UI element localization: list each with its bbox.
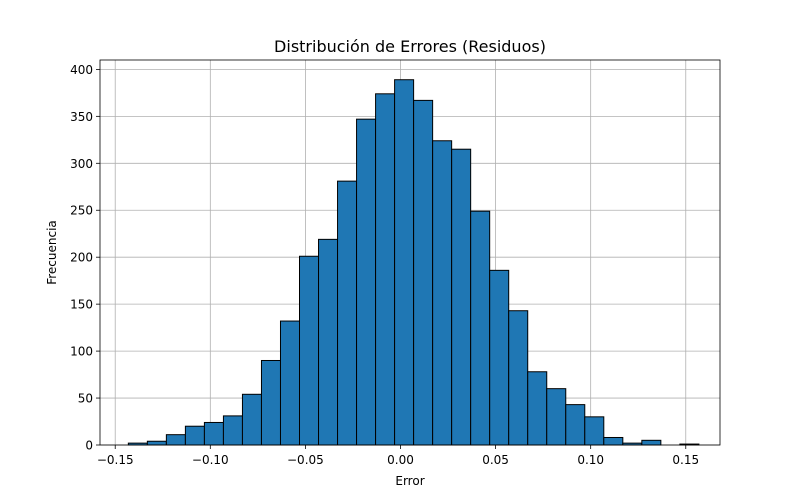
- y-axis-ticks: 0 50 100 150 200 250 300 350 400: [70, 63, 100, 453]
- histogram-bar: [184, 425, 205, 446]
- x-tick-label: −0.05: [287, 453, 324, 467]
- histogram-bar: [299, 255, 320, 446]
- chart-title: Distribución de Errores (Residuos): [274, 37, 546, 56]
- histogram-bar: [318, 238, 339, 446]
- y-tick-label: 400: [70, 63, 93, 77]
- y-axis-label: Frecuencia: [45, 220, 59, 285]
- y-tick-label: 350: [70, 110, 93, 124]
- y-tick-label: 0: [85, 439, 93, 453]
- histogram-bar: [222, 415, 243, 446]
- x-tick-label: −0.15: [97, 453, 134, 467]
- histogram-bar: [356, 118, 377, 446]
- histogram-bar: [470, 210, 491, 446]
- y-tick-label: 200: [70, 251, 93, 265]
- y-tick-label: 150: [70, 298, 93, 312]
- y-tick-label: 300: [70, 157, 93, 171]
- x-tick-label: 0.10: [577, 453, 604, 467]
- histogram-bar: [394, 79, 415, 446]
- x-tick-label: 0.05: [482, 453, 509, 467]
- histogram-bar: [527, 371, 548, 446]
- histogram-bar: [508, 310, 529, 446]
- histogram-bar: [146, 440, 167, 446]
- histogram-bar: [641, 439, 662, 446]
- histogram-bar: [279, 320, 301, 446]
- x-axis-label: Error: [395, 474, 424, 488]
- x-tick-label: 0.00: [387, 453, 414, 467]
- y-tick-label: 100: [70, 345, 93, 359]
- histogram-bar: [565, 404, 586, 446]
- histogram-bar: [451, 148, 472, 446]
- histogram-bar: [432, 140, 453, 446]
- histogram-bar: [260, 359, 281, 446]
- histogram-bar: [165, 434, 186, 446]
- y-tick-label: 50: [78, 392, 93, 406]
- histogram-bar: [203, 421, 224, 446]
- x-axis-ticks: −0.15 −0.10 −0.05 0.00 0.05 0.10 0.15: [97, 445, 699, 467]
- histogram-bar: [375, 93, 396, 446]
- histogram-bar: [241, 393, 262, 446]
- histogram-bar: [584, 416, 605, 446]
- histogram-bar: [413, 99, 434, 446]
- x-tick-label: −0.10: [192, 453, 229, 467]
- histogram-bar: [489, 269, 510, 446]
- histogram-bar: [337, 180, 358, 446]
- plot-frame: [99, 59, 721, 446]
- histogram-bar: [603, 436, 624, 446]
- histogram-bars: [127, 79, 700, 446]
- y-tick-label: 250: [70, 204, 93, 218]
- histogram-bar: [546, 388, 567, 446]
- x-tick-label: 0.15: [672, 453, 699, 467]
